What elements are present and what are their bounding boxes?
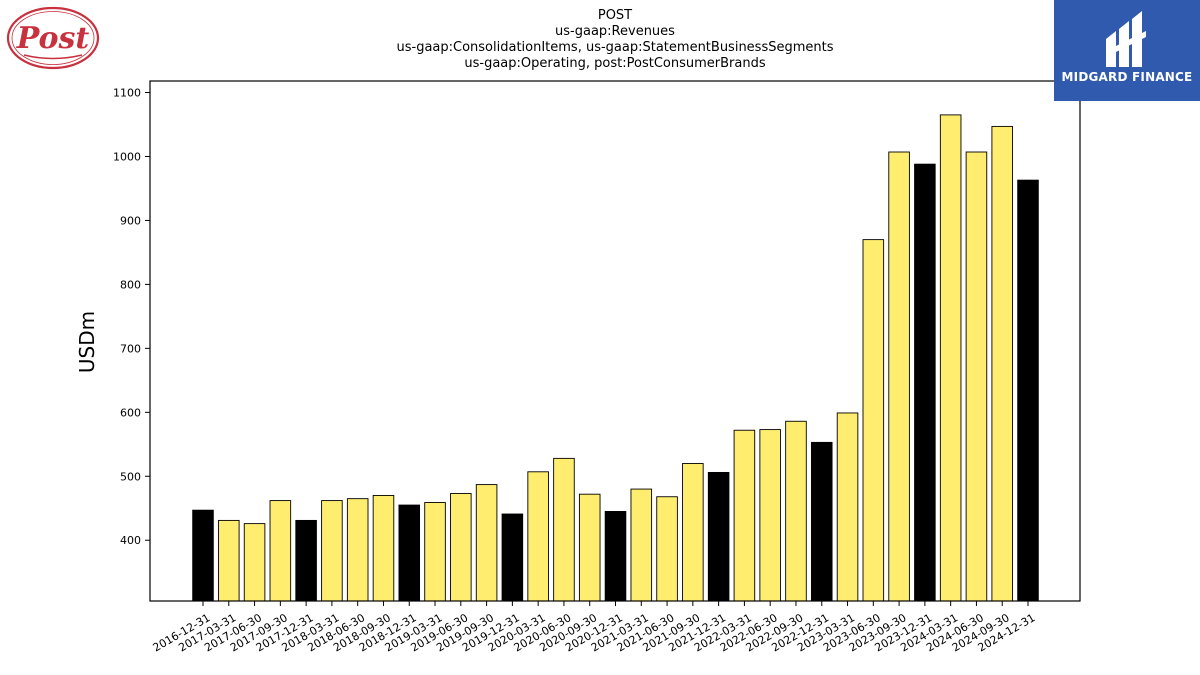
x-axis: 2016-12-312017-03-312017-06-302017-09-30… [151,601,1038,654]
bar-2022-06-30 [759,429,781,602]
bar-2017-06-30 [243,523,266,602]
midgard-finance-logo: MIDGARD FINANCE [1054,0,1200,101]
bar-2019-12-31 [501,513,524,602]
bar-2023-12-31 [914,163,936,602]
bar-2018-03-31 [321,500,343,602]
bar-2024-03-31 [939,114,962,602]
y-tick-label: 500 [120,470,141,483]
bar-2024-06-30 [965,151,988,602]
bar-2023-03-31 [836,412,859,602]
midgard-emblem-icon [1106,11,1146,67]
post-logo: Post [6,6,100,70]
post-logo-text: Post [16,21,90,56]
bar-2023-06-30 [862,239,885,602]
chart-title: POST [597,8,633,23]
bar-2022-03-31 [733,429,756,602]
bar-2018-06-30 [346,498,369,602]
plot-frame [149,80,1081,602]
y-tick-label: 700 [120,342,141,355]
bar-2022-12-31 [810,441,833,602]
bars-group [192,114,1039,602]
bar-2021-06-30 [656,496,678,602]
bar-2022-09-30 [785,420,807,602]
y-tick-label: 600 [120,406,141,419]
y-tick-label: 1100 [113,87,141,100]
y-axis: 400 500 600 700 800 900 1000 1100 [113,87,150,547]
bar-2024-09-30 [991,125,1013,602]
y-axis-label: USDm [75,310,99,374]
y-tick-label: 900 [120,214,141,227]
midgard-finance-label: MIDGARD FINANCE [1061,70,1193,84]
bar-2017-12-31 [295,519,317,602]
y-tick-label: 1000 [113,150,141,163]
bar-2018-12-31 [398,504,421,602]
chart-subtitle-2: us-gaap:ConsolidationItems, us-gaap:Stat… [396,40,834,55]
y-tick-label: 800 [120,278,141,291]
chart-subtitle-3: us-gaap:Operating, post:PostConsumerBran… [464,56,766,71]
bar-2020-03-31 [527,471,549,602]
bar-2017-09-30 [269,500,292,602]
bar-2020-09-30 [578,493,601,602]
bar-2023-09-30 [888,151,910,602]
bar-2020-12-31 [604,511,627,602]
bar-2017-03-31 [218,519,240,602]
bar-2019-09-30 [475,484,498,602]
bar-2019-06-30 [450,493,472,602]
bar-2019-03-31 [424,502,446,602]
y-tick-label: 400 [120,534,141,547]
bar-2018-09-30 [372,495,395,602]
bar-2016-12-31 [192,509,214,602]
bar-2021-09-30 [682,463,704,602]
bar-2024-12-31 [1017,179,1039,602]
chart-subtitle-1: us-gaap:Revenues [555,24,675,39]
bar-2021-12-31 [707,471,730,602]
bar-2020-06-30 [553,457,575,602]
bar-2021-03-31 [630,488,653,602]
